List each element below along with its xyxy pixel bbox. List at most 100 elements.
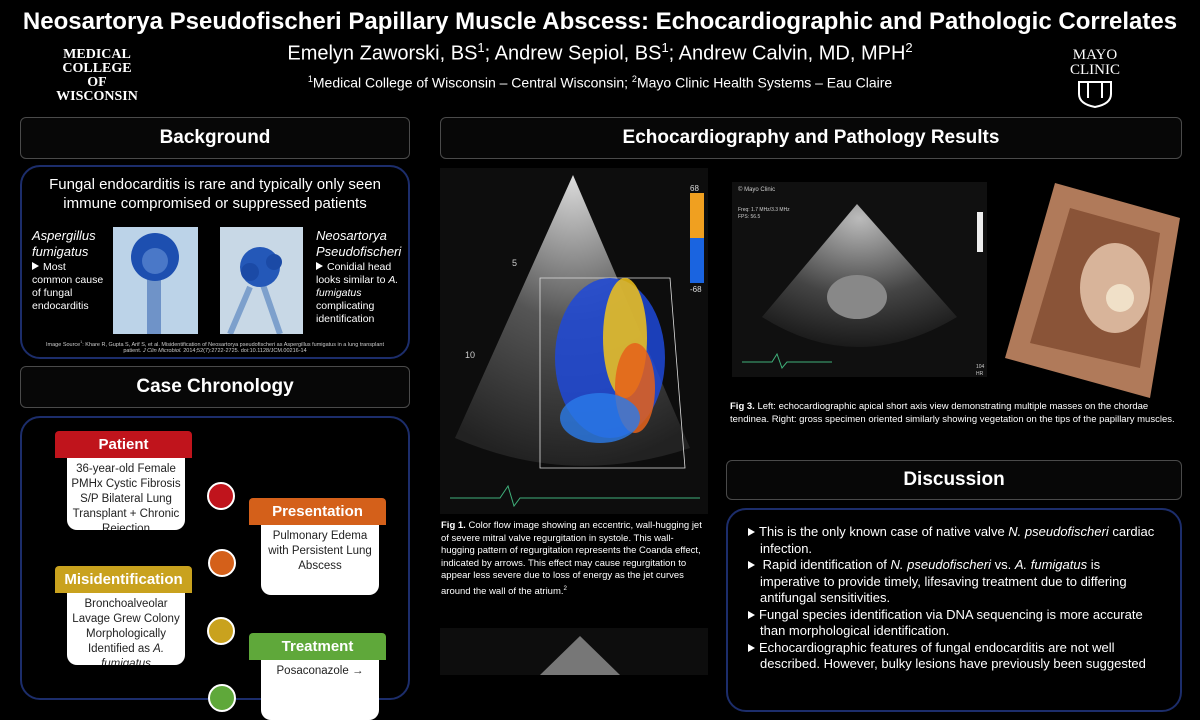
text-run: 1 [661, 40, 669, 55]
image-label: © Mayo Clinic [738, 186, 775, 193]
discussion-bullet: Echocardiographic features of fungal end… [748, 640, 1163, 673]
bullet-text: Most common cause of fungal endocarditis [32, 261, 103, 312]
mcw-logo: MEDICAL COLLEGE OF WISCONSIN [52, 48, 142, 104]
image-source: Image Source1: Khare R, Gupta S, Arif S,… [40, 340, 390, 354]
scale-label: 68 [690, 184, 699, 193]
text-run: Image Source [46, 341, 81, 348]
step-box: Posaconazole → [261, 660, 379, 720]
logo-line: OF WISCONSIN [56, 75, 138, 104]
echo-image: © Mayo Clinic Freq: 1.7 MHz/3.3 MHz FPS:… [732, 182, 987, 377]
logo-line: CLINIC [1070, 62, 1120, 78]
fig-caption: Fig 1. Color flow image showing an eccen… [441, 520, 707, 598]
text-run: N. pseudofischeri [890, 557, 991, 572]
text-run: ; Andrew Calvin, MD, MPH [668, 42, 906, 65]
step-dot [208, 684, 236, 712]
bullet-text: Conidial head looks similar to A. fumiga… [316, 261, 398, 325]
scale-label: -68 [690, 285, 702, 294]
text-run: 2 [631, 74, 637, 84]
image-label: FPS: 56.5 [738, 214, 760, 220]
mayo-shield [1078, 81, 1112, 108]
discussion-bullet: Fungal species identification via DNA se… [748, 607, 1163, 640]
title: Neosartorya Pseudofischeri Papillary Mus… [22, 8, 1178, 35]
step-dot [207, 482, 235, 510]
text-run: This is the only known case of native va… [759, 524, 1009, 539]
text-run: 2 [563, 584, 567, 592]
step-dot [207, 617, 235, 645]
mayo-logo: MAYO CLINIC [1060, 48, 1130, 78]
section-heading: Case Chronology [20, 366, 410, 408]
poster: Neosartorya Pseudofischeri Papillary Mus… [0, 8, 1200, 720]
text-run: Medical College of Wisconsin – Central W… [312, 74, 632, 91]
text-run: ; Andrew Sepiol, BS [484, 42, 662, 65]
organism-bullet: Most common cause of fungal endocarditis [32, 261, 104, 313]
specimen-image [1005, 183, 1180, 398]
logo-line: MEDICAL [63, 47, 131, 62]
text-run: Left: echocardiographic apical short axi… [730, 401, 1175, 425]
text-run: : Khare R, Gupta S, Arif S, et al. Misid… [82, 341, 384, 354]
step-label: Presentation [249, 498, 386, 525]
text-run: Echocardiographic features of fungal end… [759, 639, 1146, 672]
text-run: 1 [477, 40, 485, 55]
discussion-bullet: This is the only known case of native va… [748, 524, 1163, 557]
discussion-list: This is the only known case of native va… [748, 524, 1163, 673]
section-heading: Discussion [726, 460, 1182, 500]
section-heading: Background [20, 117, 410, 159]
section-heading: Echocardiography and Pathology Results [440, 117, 1182, 159]
organism-bullet: Conidial head looks similar to A. fumiga… [316, 261, 400, 326]
text-run: complicating identification [316, 300, 375, 325]
logo-line: MAYO [1072, 47, 1118, 63]
background-box [20, 165, 410, 359]
text-run: 1 [80, 340, 83, 344]
echo-image: 5 10 68 -68 [440, 168, 708, 514]
image-label: HR [976, 371, 984, 377]
step-dot [208, 549, 236, 577]
bullet-arrow [748, 528, 755, 536]
affiliations: 1Medical College of Wisconsin – Central … [0, 74, 1200, 91]
text-run: A. fumigatus [1014, 557, 1088, 572]
depth-label: 5 [512, 258, 517, 268]
text-run: Mayo Clinic Health Systems – Eau Claire [636, 74, 893, 91]
image-label: 104 [976, 364, 985, 370]
text-run: N. pseudofischeri [1008, 524, 1109, 539]
text-run: A. fumigatus [101, 643, 165, 665]
authors: Emelyn Zaworski, BS1; Andrew Sepiol, BS1… [0, 40, 1200, 66]
depth-label: 10 [465, 350, 475, 360]
text-run: Fig 1. [441, 520, 466, 531]
bullet-arrow [748, 561, 755, 569]
text-run: Most common cause of fungal endocarditis [32, 261, 104, 312]
text-run: 36-year-old Female PMHx Cystic Fibrosis … [71, 463, 181, 530]
text-run: 1 [307, 74, 313, 84]
organism-name: Neosartorya Pseudofischeri [316, 228, 402, 259]
text-run: vs. [990, 557, 1015, 572]
text-run: cardiac infection. [760, 524, 1155, 556]
image-label: Freq: 1.7 MHz/3.3 MHz [738, 207, 790, 213]
text-run: Pulmonary Edema with Persistent Lung Abs… [268, 530, 372, 572]
micrograph [113, 227, 198, 334]
text-run: A. fumigatus [316, 274, 399, 299]
text-run: is imperative to provide timely, lifesav… [760, 557, 1127, 605]
step-label: Misidentification [55, 566, 192, 593]
text-run: J Clin Microbiol. [142, 347, 182, 354]
text-run: 2014;52(7):2722-2725. doi:10.1128/JCM.00… [181, 347, 307, 354]
step-label: Treatment [249, 633, 386, 660]
step-box: 36-year-old Female PMHx Cystic Fibrosis … [67, 458, 185, 530]
organism-name: Aspergillus fumigatus [32, 228, 96, 259]
discussion-bullet: Rapid identification of N. pseudofischer… [748, 557, 1163, 607]
bullet-arrow [748, 610, 755, 619]
step-box: Pulmonary Edema with Persistent Lung Abs… [261, 525, 379, 595]
bullet-arrow [748, 643, 755, 652]
text-run: Rapid identification of [759, 557, 891, 572]
text-run: Conidial head looks similar to [316, 261, 392, 286]
text-run: Fig 3. [730, 401, 755, 412]
text-run: Emelyn Zaworski, BS [287, 42, 478, 65]
intro: Fungal endocarditis is rare and typicall… [49, 176, 381, 212]
micrograph [220, 227, 303, 334]
text-run: Color flow image showing an eccentric, w… [441, 520, 702, 597]
text-run: Posaconazole → [276, 665, 364, 677]
text-run: 2 [905, 40, 913, 55]
logo-line: COLLEGE [62, 61, 132, 76]
text-run: Fungal species identification via DNA se… [759, 606, 1143, 639]
step-label: Patient [55, 431, 192, 458]
fig-caption: Fig 3. Left: echocardiographic apical sh… [730, 401, 1180, 426]
text-run: Bronchoalveolar Lavage Grew Colony Morph… [72, 598, 180, 655]
